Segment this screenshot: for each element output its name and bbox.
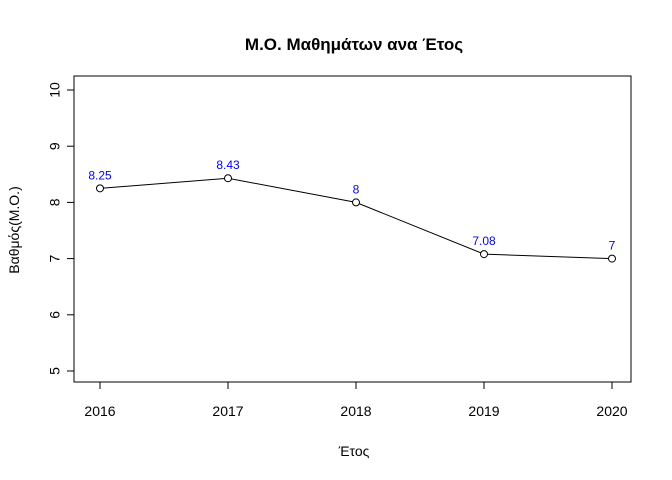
data-label: 8 (353, 182, 360, 196)
y-axis: 5 6 7 8 9 10 (47, 82, 75, 375)
x-tick-label: 2018 (340, 403, 371, 419)
y-tick-label: 9 (47, 142, 63, 150)
x-tick-label: 2019 (468, 403, 499, 419)
y-tick-label: 6 (47, 311, 63, 319)
x-tick-label: 2020 (596, 403, 627, 419)
data-point (608, 254, 616, 263)
y-tick-label: 8 (47, 198, 63, 206)
x-tick-label: 2017 (212, 403, 243, 419)
data-point (480, 250, 488, 259)
x-axis-label: Έτος (338, 443, 370, 459)
y-tick-label: 5 (47, 367, 63, 375)
data-point (224, 174, 232, 183)
y-tick-label: 10 (47, 82, 63, 98)
y-axis-label: Βαθμός(Μ.Ο.) (6, 186, 22, 273)
x-axis: 2016 2017 2018 2019 2020 (84, 381, 628, 419)
plot-frame (73, 75, 632, 383)
data-point (96, 184, 104, 193)
data-label: 7.08 (472, 234, 496, 248)
y-tick-label: 7 (47, 254, 63, 262)
data-label: 7 (609, 239, 616, 253)
series-line-group: 8.25 8.43 8 7.08 7 (88, 158, 616, 263)
x-tick-label: 2016 (84, 403, 115, 419)
data-label: 8.25 (88, 168, 112, 182)
data-point (352, 198, 360, 207)
data-label: 8.43 (216, 158, 240, 172)
chart-title: Μ.Ο. Μαθημάτων ανα Έτος (245, 35, 463, 54)
